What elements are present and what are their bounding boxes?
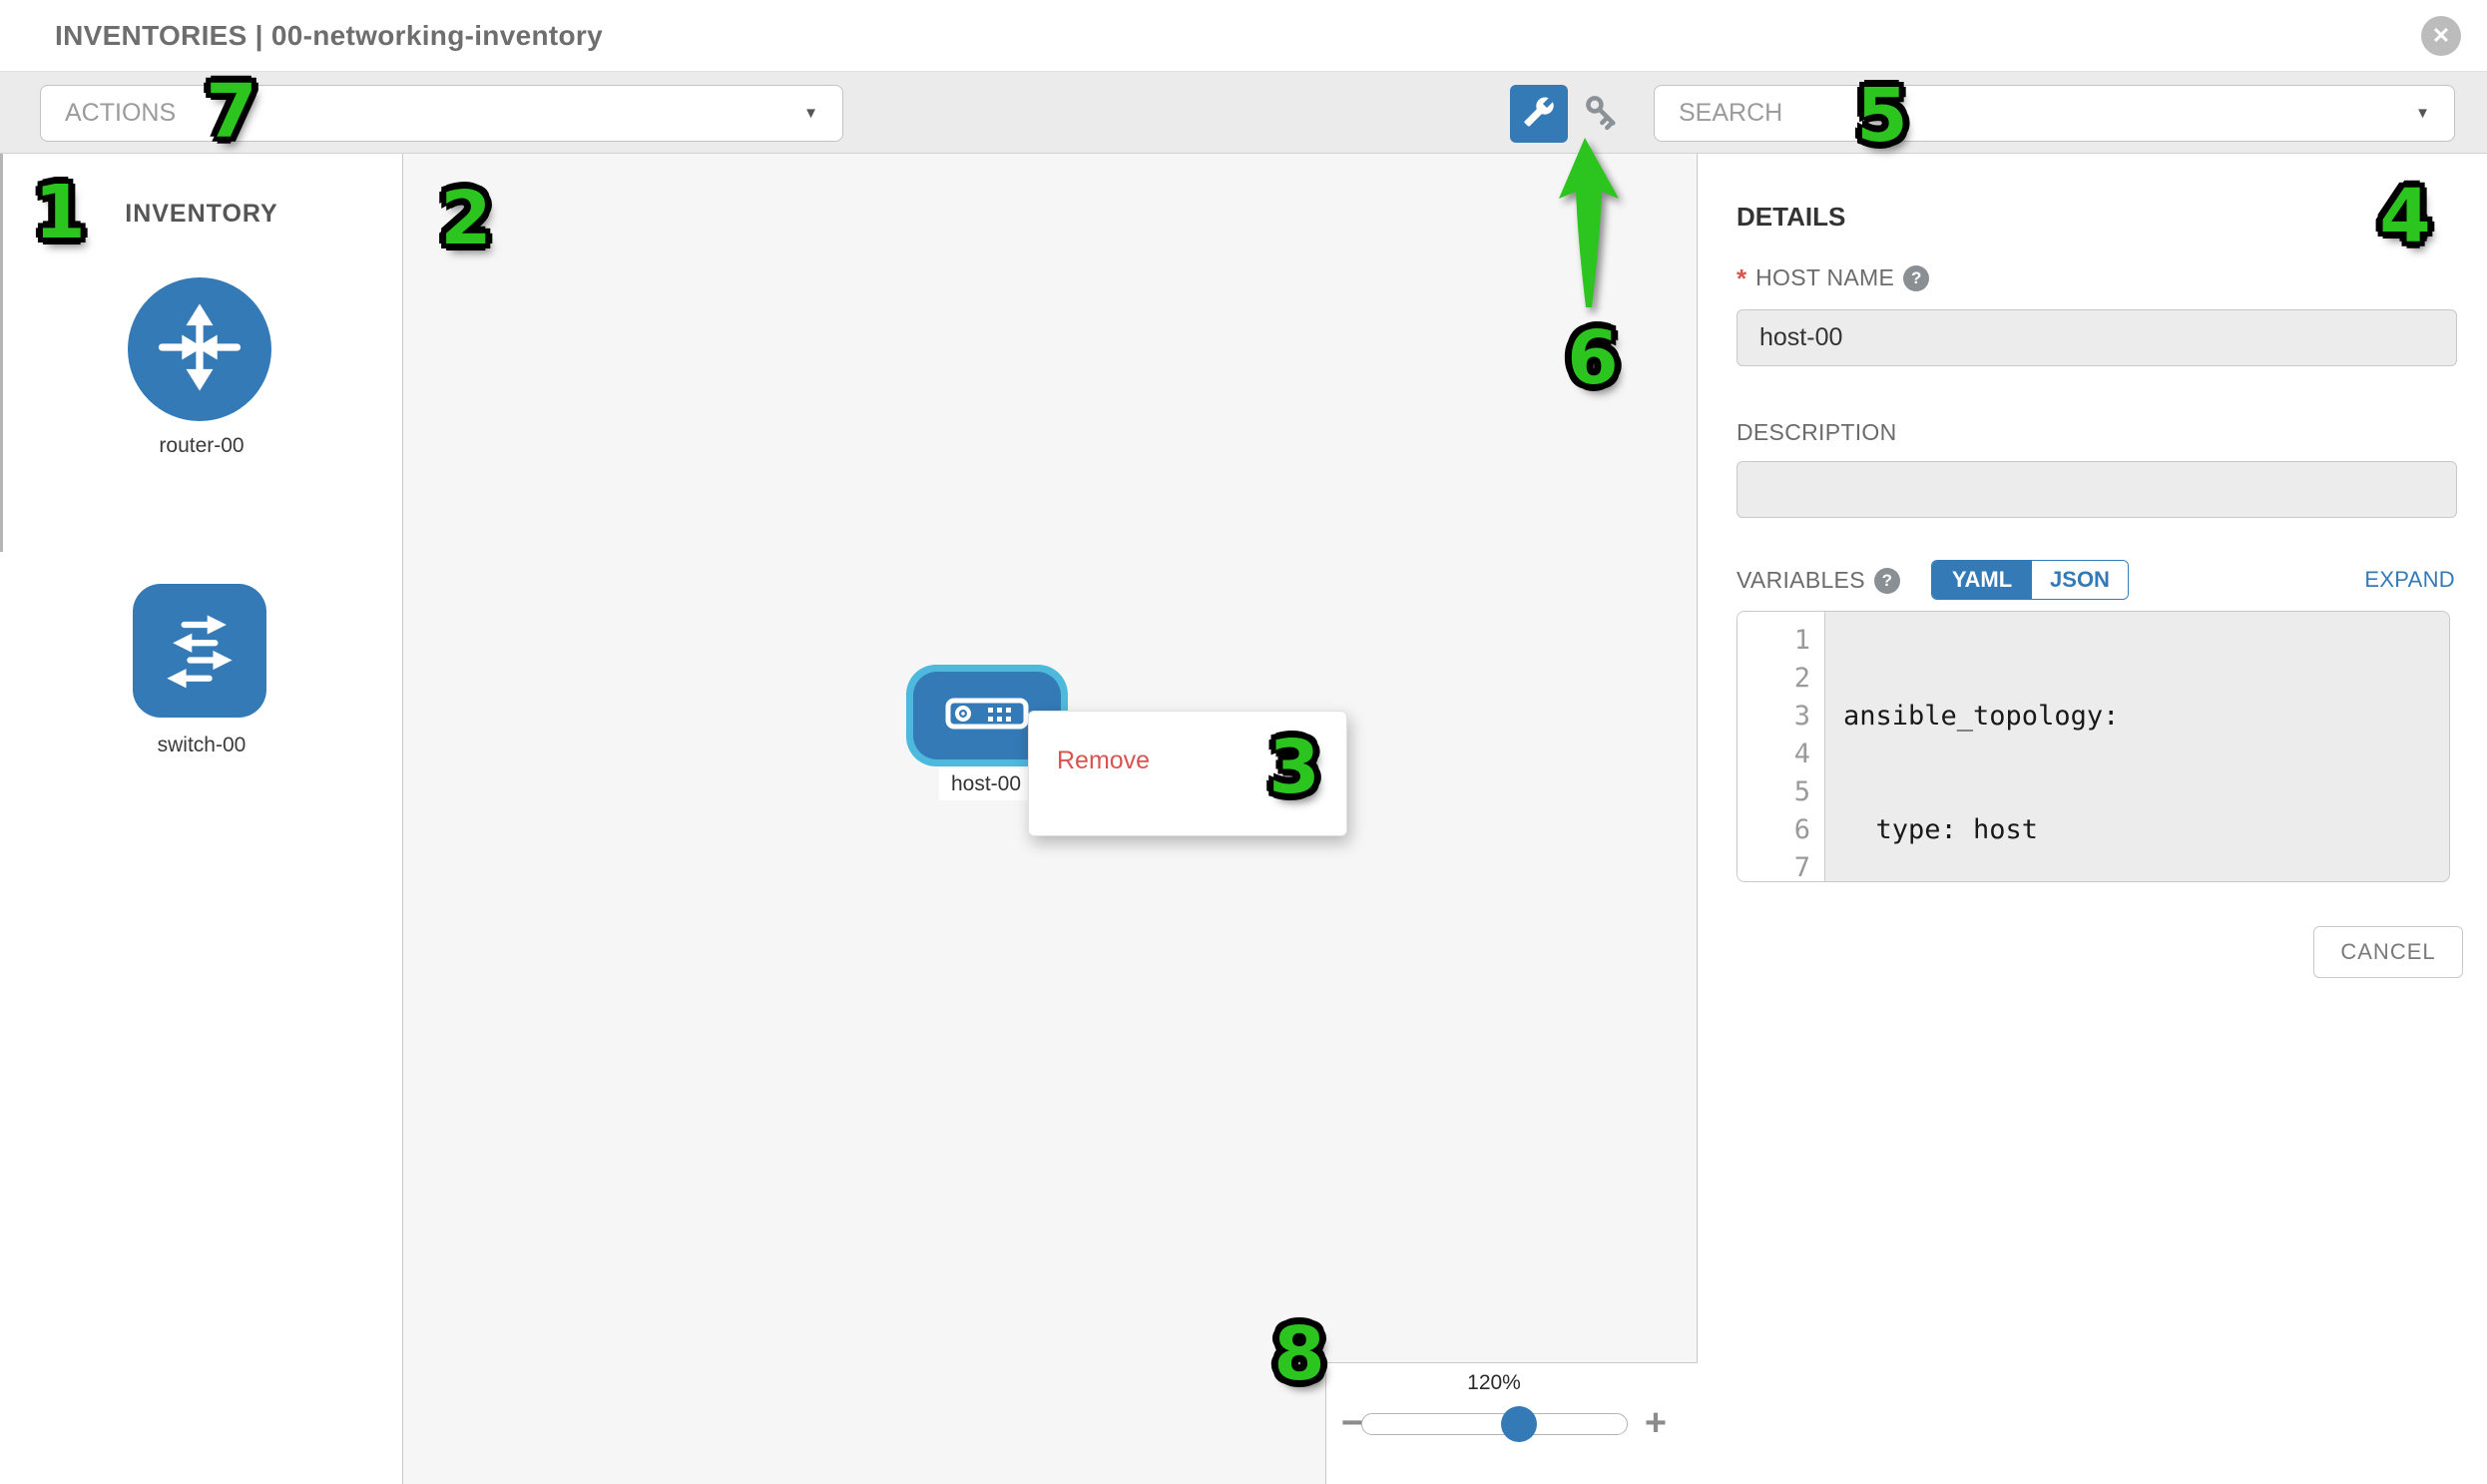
help-glyph: ? <box>1910 267 1922 287</box>
tab-yaml[interactable]: YAML <box>1932 561 2032 599</box>
help-icon[interactable]: ? <box>1873 567 1900 594</box>
toolbar: ACTIONS ▼ <box>0 72 2487 154</box>
code-line: ansible_topology: <box>1843 701 2120 732</box>
zoom-in-button[interactable]: + <box>1644 1402 1668 1444</box>
help-icon[interactable]: ? <box>1903 264 1930 291</box>
annotation-number-3: 3 <box>1268 725 1320 810</box>
description-label: DESCRIPTION <box>1737 419 1897 445</box>
line-number: 1 <box>1793 625 1810 656</box>
line-number: 7 <box>1793 852 1810 882</box>
zoom-out-button[interactable]: − <box>1340 1402 1364 1444</box>
zoom-slider-track[interactable] <box>1361 1406 1628 1442</box>
help-glyph: ? <box>1881 570 1893 590</box>
code-line: type: host <box>1843 814 2039 845</box>
router-icon <box>148 295 251 404</box>
zoom-slider-handle[interactable] <box>1501 1406 1537 1442</box>
key-icon <box>1579 89 1625 140</box>
search-dropdown[interactable]: SEARCH ▼ <box>1654 85 2455 142</box>
search-dropdown-label: SEARCH <box>1679 99 1783 127</box>
line-number: 4 <box>1793 739 1810 769</box>
variables-code-editor[interactable]: 1 2 3 4 5 6 7 ansible_topology: type: ho… <box>1737 611 2450 882</box>
context-menu-item-remove[interactable]: Remove <box>1057 746 1151 774</box>
close-icon[interactable]: ✕ <box>2421 16 2461 56</box>
annotation-number-4: 4 <box>2379 174 2431 259</box>
details-panel-title: DETAILS <box>1737 202 1846 232</box>
annotation-number-5: 5 <box>1856 73 1908 159</box>
cancel-button[interactable]: CANCEL <box>2313 926 2463 978</box>
description-input[interactable] <box>1737 461 2457 518</box>
expand-link[interactable]: EXPAND <box>2364 567 2455 592</box>
variables-label-row: VARIABLES ? <box>1737 567 1900 594</box>
key-button[interactable] <box>1577 89 1627 139</box>
close-glyph: ✕ <box>2431 23 2451 48</box>
topology-canvas[interactable]: host-00 Details Remove 120% − + <box>403 154 1698 1484</box>
line-number: 3 <box>1793 701 1810 732</box>
line-number: 6 <box>1793 814 1810 845</box>
host-icon <box>944 697 1030 736</box>
editor-code-area[interactable]: ansible_topology: type: host name: host-… <box>1825 612 2449 881</box>
chevron-down-icon: ▼ <box>803 105 818 122</box>
description-label-row: DESCRIPTION <box>1737 419 1896 446</box>
sidebar-edge-divider <box>0 154 3 552</box>
header-bar: INVENTORIES | 00-networking-inventory ✕ <box>0 0 2487 72</box>
device-router-00[interactable] <box>128 277 271 421</box>
annotation-number-8: 8 <box>1273 1311 1325 1397</box>
device-label: router-00 <box>159 434 245 457</box>
annotation-number-7: 7 <box>206 69 257 155</box>
editor-line-numbers: 1 2 3 4 5 6 7 <box>1738 612 1825 881</box>
annotation-number-1: 1 <box>34 170 86 255</box>
line-number: 5 <box>1793 776 1810 807</box>
page-title: INVENTORIES | 00-networking-inventory <box>55 20 603 51</box>
node-context-menu: Details Remove <box>1028 711 1347 836</box>
variables-format-toggle: YAML JSON <box>1931 560 2129 600</box>
chevron-down-icon: ▼ <box>2415 105 2430 122</box>
required-asterisk: * <box>1737 262 1747 293</box>
device-label: switch-00 <box>157 734 247 756</box>
tab-json[interactable]: JSON <box>2032 561 2128 599</box>
device-switch-00[interactable] <box>133 584 266 718</box>
annotation-arrow-up-icon <box>1539 118 1659 322</box>
host-name-label-row: * HOST NAME ? <box>1737 262 1930 293</box>
actions-dropdown-label: ACTIONS <box>65 99 177 127</box>
switch-icon <box>152 601 248 702</box>
inventory-sidebar: INVENTORY router-00 <box>0 154 403 1484</box>
annotation-number-6: 6 <box>1567 315 1619 401</box>
wrench-icon <box>1523 96 1555 133</box>
sidebar-title: INVENTORY <box>125 200 278 228</box>
host-name-input[interactable]: host-00 <box>1737 309 2457 366</box>
actions-dropdown[interactable]: ACTIONS ▼ <box>40 85 843 142</box>
configure-button[interactable] <box>1510 85 1568 143</box>
zoom-level-readout: 120% <box>1467 1371 1521 1394</box>
host-node-label: host-00 <box>939 768 1033 800</box>
zoom-control: 120% − + <box>1325 1362 1698 1484</box>
annotation-number-2: 2 <box>440 176 492 261</box>
line-number: 2 <box>1793 663 1810 694</box>
host-name-label: HOST NAME <box>1755 264 1895 290</box>
details-panel: DETAILS * HOST NAME ? host-00 DESCRIPTIO… <box>1698 154 2487 1484</box>
variables-label: VARIABLES <box>1737 567 1865 593</box>
